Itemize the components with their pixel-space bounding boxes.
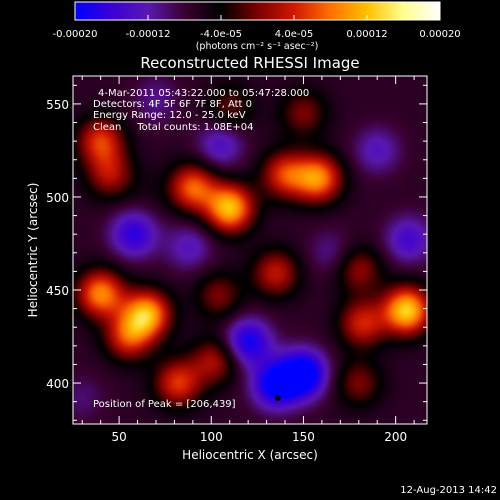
y-tick-label: 500 — [46, 191, 69, 205]
annotation-time-range: 4-Mar-2011 05:43:22.000 to 05:47:28.000 — [98, 88, 309, 99]
x-tick-label: 200 — [384, 430, 407, 444]
plot-area: 50 100 150 200 400 450 500 550 — [46, 75, 428, 444]
colorbar-ticks: -0.00020 -0.00012 -4.0e-05 4.0e-05 0.00012 0.… — [53, 15, 461, 40]
colorbar-tick-label: -4.0e-05 — [200, 29, 242, 40]
peak-position-label: Position of Peak = [206,439] — [93, 399, 236, 410]
y-tick-label: 400 — [46, 377, 69, 391]
x-axis-label: Heliocentric X (arcsec) — [182, 448, 318, 462]
colorbar-tick-label: -0.00012 — [126, 29, 171, 40]
colorbar-tick-label: 4.0e-05 — [275, 29, 313, 40]
x-tick-label: 100 — [200, 430, 223, 444]
colorbar-tick-label: 0.00012 — [346, 29, 387, 40]
plot-frame — [72, 75, 428, 425]
x-tick-label: 150 — [292, 430, 315, 444]
x-tick-label: 50 — [111, 430, 126, 444]
axis-ticks: 50 100 150 200 400 450 500 550 — [46, 76, 427, 444]
colorbar-gradient — [74, 1, 441, 21]
colorbar-units: (photons cm⁻² s⁻¹ asec⁻²) — [196, 41, 319, 52]
y-tick-label: 550 — [46, 98, 69, 112]
annotation-clean-counts: Clean Total counts: 1.08E+04 — [93, 122, 253, 133]
colorbar: -0.00020 -0.00012 -4.0e-05 4.0e-05 0.00012 0.… — [53, 1, 461, 52]
chart-title: Reconstructed RHESSI Image — [140, 54, 359, 72]
annotation-block: 4-Mar-2011 05:43:22.000 to 05:47:28.000 … — [93, 88, 309, 133]
colorbar-tick-label: -0.00020 — [53, 29, 98, 40]
source-marker — [274, 394, 281, 401]
footer-timestamp: 12-Aug-2013 14:42 — [400, 485, 497, 496]
annotation-energy-range: Energy Range: 12.0 - 25.0 keV — [93, 110, 246, 121]
y-axis-label: Heliocentric Y (arcsec) — [26, 183, 40, 318]
colorbar-tick-label: 0.00020 — [419, 29, 460, 40]
heatmap-image — [73, 76, 427, 424]
y-tick-label: 450 — [46, 284, 69, 298]
annotation-detectors: Detectors: 4F 5F 6F 7F 8F, Att 0 — [93, 99, 252, 110]
